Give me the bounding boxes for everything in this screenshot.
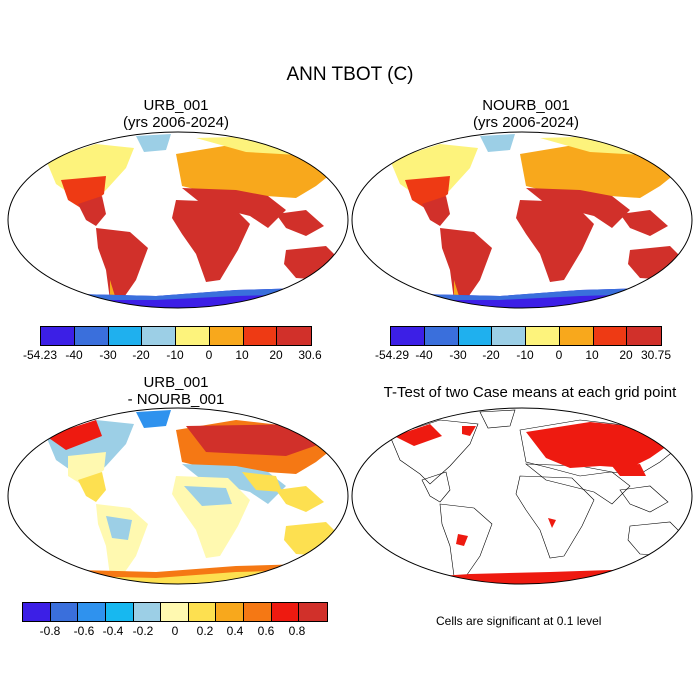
panel-1-title: URB_001 (yrs 2006-2024) (26, 97, 326, 131)
colorbar-difference-tick: 0 (171, 624, 179, 638)
colorbar-difference-tick: 0.6 (257, 624, 275, 638)
colorbar-urb-box (176, 327, 210, 345)
panel-2-title-line1: NOURB_001 (482, 97, 570, 114)
colorbar-difference-box (105, 603, 134, 621)
north-america-land (46, 420, 134, 502)
colorbar-urb-box (243, 327, 278, 345)
colorbar-nourb-tick: -10 (516, 348, 534, 362)
panel-1-title-line2: (yrs 2006-2024) (123, 114, 229, 131)
panel-3-title: URB_001 - NOURB_001 (26, 374, 326, 408)
colorbar-urb-tick: -10 (166, 348, 184, 362)
greenland-land (136, 410, 171, 428)
colorbar-difference-box (161, 603, 189, 621)
map-ttest (351, 407, 693, 585)
colorbar-urb-tick: -54.23 (22, 348, 58, 362)
colorbar-difference-box (299, 603, 328, 621)
colorbar-nourb-tick: 0 (555, 348, 563, 362)
colorbar-urb-tick: -20 (132, 348, 150, 362)
map-nourb (351, 131, 693, 309)
colorbar-difference-tick: -0.2 (132, 624, 154, 638)
colorbar-difference-tick: 0.4 (226, 624, 244, 638)
colorbar-nourb-box (458, 327, 493, 345)
map-difference (7, 407, 349, 585)
north-america-land (46, 144, 134, 226)
colorbar-nourb-tick: -40 (415, 348, 433, 362)
colorbar-urb-tick: 20 (269, 348, 283, 362)
colorbar-difference-box (23, 603, 51, 621)
map-urb (7, 131, 349, 309)
south-america-land (96, 504, 148, 582)
colorbar-nourb-box (593, 327, 628, 345)
colorbar-nourb-tick: -20 (482, 348, 500, 362)
greenland-land (480, 134, 515, 152)
colorbar-nourb-box (424, 327, 459, 345)
panel-1-title-line1: URB_001 (143, 97, 209, 114)
colorbar-difference-box (133, 603, 162, 621)
colorbar-difference-box (188, 603, 217, 621)
colorbar-nourb-tick: -54.29 (374, 348, 410, 362)
colorbar-difference-tick: -0.8 (39, 624, 61, 638)
colorbar-urb-box (142, 327, 176, 345)
colorbar-difference-tick: 0.8 (288, 624, 306, 638)
colorbar-urb-tick: 30.6 (298, 348, 322, 362)
colorbar-difference-box (271, 603, 300, 621)
africa-land (516, 200, 594, 282)
colorbar-urb-box (74, 327, 109, 345)
colorbar-urb-box (209, 327, 244, 345)
colorbar-difference (22, 602, 328, 622)
colorbar-nourb-box (559, 327, 594, 345)
colorbar-difference-tick: -0.4 (102, 624, 124, 638)
figure-title: ANN TBOT (C) (286, 64, 414, 85)
colorbar-urb-box (108, 327, 143, 345)
africa-land (172, 200, 250, 282)
panel-3-title-line2: - NOURB_001 (127, 391, 225, 408)
colorbar-nourb-box (526, 327, 560, 345)
colorbar-urb-tick: -40 (65, 348, 83, 362)
colorbar-nourb (390, 326, 662, 346)
colorbar-nourb-tick: 20 (619, 348, 633, 362)
africa-land (172, 476, 250, 558)
colorbar-difference-box (244, 603, 272, 621)
colorbar-difference-box (78, 603, 106, 621)
panel-2-title: NOURB_001 (yrs 2006-2024) (376, 97, 676, 131)
panel-3-title-line1: URB_001 (143, 374, 209, 391)
colorbar-difference-box (216, 603, 245, 621)
panel-4-title-line1: T-Test of two Case means at each grid po… (383, 384, 677, 401)
colorbar-urb-tick: 10 (235, 348, 249, 362)
colorbar-difference-tick: -0.6 (73, 624, 95, 638)
colorbar-nourb-box (391, 327, 425, 345)
colorbar-nourb-box (627, 327, 661, 345)
colorbar-urb (40, 326, 312, 346)
colorbar-urb-box (41, 327, 75, 345)
colorbar-nourb-tick: 30.75 (640, 348, 672, 362)
north-america-land (390, 144, 478, 226)
colorbar-nourb-box (492, 327, 526, 345)
colorbar-urb-tick: -30 (99, 348, 117, 362)
panel-2-title-line2: (yrs 2006-2024) (473, 114, 579, 131)
colorbar-nourb-tick: -30 (449, 348, 467, 362)
colorbar-difference-tick: 0.2 (196, 624, 214, 638)
panel-4-title: T-Test of two Case means at each grid po… (365, 384, 695, 401)
significance-note: Cells are significant at 0.1 level (436, 614, 602, 628)
colorbar-urb-box (277, 327, 311, 345)
greenland-land (136, 134, 171, 152)
colorbar-difference-box (50, 603, 79, 621)
colorbar-nourb-tick: 10 (585, 348, 599, 362)
colorbar-urb-tick: 0 (205, 348, 213, 362)
